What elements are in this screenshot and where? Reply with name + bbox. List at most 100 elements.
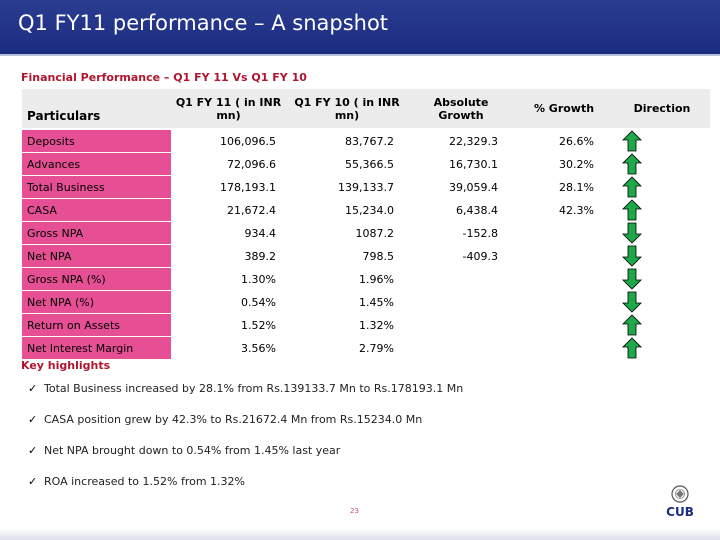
table-row: Return on Assets 1.52% 1.32% [22,313,710,337]
cell-q1fy11: 389.2 [171,244,286,268]
cell-absolute-growth [408,290,514,314]
cell-absolute-growth [408,313,514,337]
table-row: Net Interest Margin 3.56% 2.79% [22,336,710,360]
row-label: Gross NPA [22,221,171,245]
arrow-up-icon [622,153,710,175]
table-row: Total Business 178,193.1 139,133.7 39,059.4… [22,175,710,199]
cell-q1fy11: 1.30% [171,267,286,291]
row-label: Return on Assets [22,313,171,337]
cell-direction [614,221,710,245]
cell-q1fy11: 21,672.4 [171,198,286,222]
cell-absolute-growth: 6,438.4 [408,198,514,222]
row-label: Total Business [22,175,171,199]
cell-direction [614,152,710,176]
page-number: 23 [350,507,359,515]
cell-direction [614,244,710,268]
cell-q1fy11: 106,096.5 [171,129,286,153]
cell-q1fy10: 2.79% [286,336,408,360]
highlight-item: ✓ Net NPA brought down to 0.54% from 1.45… [28,444,463,475]
cell-percent-growth [514,221,614,245]
highlight-item: ✓ ROA increased to 1.52% from 1.32% [28,475,463,506]
row-label: Advances [22,152,171,176]
header-q1fy11: Q1 FY 11 ( in INR mn) [171,89,286,130]
highlight-item: ✓ CASA position grew by 42.3% to Rs.21672… [28,413,463,444]
cell-q1fy10: 1.32% [286,313,408,337]
cell-absolute-growth: -152.8 [408,221,514,245]
footer-band [0,528,720,540]
slide-title: Q1 FY11 performance – A snapshot [18,11,389,35]
row-label: Net Interest Margin [22,336,171,360]
row-label: Deposits [22,129,171,153]
header-particulars: Particulars [22,89,171,130]
row-label: Gross NPA (%) [22,267,171,291]
cell-direction [614,267,710,291]
highlight-text: Net NPA brought down to 0.54% from 1.45%… [44,444,341,457]
highlight-text: Total Business increased by 28.1% from R… [44,382,464,395]
arrow-up-icon [622,176,710,198]
cell-direction [614,129,710,153]
cell-q1fy10: 1.96% [286,267,408,291]
performance-table-container: Particulars Q1 FY 11 ( in INR mn) Q1 FY … [22,89,710,360]
arrow-down-icon [622,291,710,313]
cell-q1fy11: 3.56% [171,336,286,360]
table-row: Deposits 106,096.5 83,767.2 22,329.3 26.6% [22,129,710,153]
cell-q1fy11: 1.52% [171,313,286,337]
cell-percent-growth [514,267,614,291]
cell-q1fy10: 15,234.0 [286,198,408,222]
logo-text: CUB [666,505,694,519]
check-icon: ✓ [28,413,38,426]
cell-direction [614,290,710,314]
table-row: Advances 72,096.6 55,366.5 16,730.1 30.2% [22,152,710,176]
cell-q1fy10: 1.45% [286,290,408,314]
cell-direction [614,336,710,360]
cell-percent-growth: 42.3% [514,198,614,222]
cub-logo-icon: CUB [666,485,694,519]
cell-percent-growth [514,244,614,268]
header-direction: Direction [614,89,710,130]
cell-absolute-growth [408,267,514,291]
cell-percent-growth: 30.2% [514,152,614,176]
key-highlights-title: Key highlights [21,359,111,372]
arrow-down-icon [622,222,710,244]
cell-absolute-growth [408,336,514,360]
cell-q1fy10: 83,767.2 [286,129,408,153]
cell-q1fy10: 798.5 [286,244,408,268]
cell-direction [614,313,710,337]
cell-percent-growth [514,336,614,360]
arrow-down-icon [622,245,710,267]
row-label: CASA [22,198,171,222]
arrow-up-icon [622,199,710,221]
cell-q1fy11: 0.54% [171,290,286,314]
cell-direction [614,198,710,222]
table-row: CASA 21,672.4 15,234.0 6,438.4 42.3% [22,198,710,222]
performance-table: Particulars Q1 FY 11 ( in INR mn) Q1 FY … [22,89,710,360]
cell-absolute-growth: -409.3 [408,244,514,268]
table-header-row: Particulars Q1 FY 11 ( in INR mn) Q1 FY … [22,89,710,130]
cell-percent-growth: 28.1% [514,175,614,199]
highlight-text: ROA increased to 1.52% from 1.32% [44,475,245,488]
key-highlights-list: ✓ Total Business increased by 28.1% from … [28,382,463,506]
cell-percent-growth [514,290,614,314]
cell-q1fy11: 72,096.6 [171,152,286,176]
cell-absolute-growth: 22,329.3 [408,129,514,153]
check-icon: ✓ [28,444,38,457]
title-bar: Q1 FY11 performance – A snapshot [0,0,720,54]
cell-percent-growth: 26.6% [514,129,614,153]
table-row: Net NPA (%) 0.54% 1.45% [22,290,710,314]
cell-direction [614,175,710,199]
cell-q1fy11: 178,193.1 [171,175,286,199]
row-label: Net NPA [22,244,171,268]
table-subtitle: Financial Performance – Q1 FY 11 Vs Q1 F… [21,71,307,84]
table-row: Gross NPA 934.4 1087.2 -152.8 [22,221,710,245]
cell-q1fy10: 139,133.7 [286,175,408,199]
header-q1fy10: Q1 FY 10 ( in INR mn) [286,89,408,130]
table-row: Net NPA 389.2 798.5 -409.3 [22,244,710,268]
cell-q1fy10: 55,366.5 [286,152,408,176]
arrow-up-icon [622,130,710,152]
highlight-item: ✓ Total Business increased by 28.1% from … [28,382,463,413]
arrow-up-icon [622,314,710,336]
arrow-up-icon [622,337,710,359]
cell-absolute-growth: 16,730.1 [408,152,514,176]
cell-percent-growth [514,313,614,337]
cell-q1fy11: 934.4 [171,221,286,245]
